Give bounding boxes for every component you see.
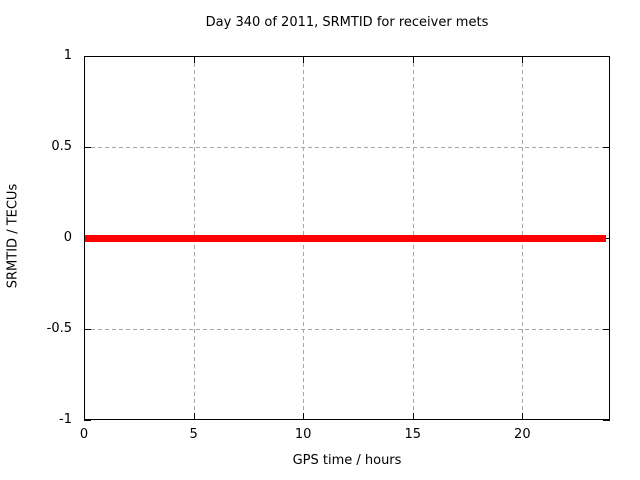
x-axis-label: GPS time / hours <box>292 453 402 468</box>
tick-mark-top <box>193 56 195 63</box>
tick-mark-top <box>303 56 305 63</box>
x-tick-label: 5 <box>189 427 198 442</box>
x-tick-label: 20 <box>514 427 531 442</box>
x-tick-label: 15 <box>404 427 422 442</box>
tick-mark-left <box>84 56 91 57</box>
tick-mark-right <box>603 238 610 239</box>
tick-mark-top <box>412 56 414 63</box>
tick-mark-left <box>84 420 91 421</box>
chart-title: Day 340 of 2011, SRMTID for receiver met… <box>205 15 489 30</box>
plot-area <box>84 56 610 421</box>
tick-mark-bottom <box>303 413 305 420</box>
tick-mark-top <box>522 56 524 63</box>
grid-line-horizontal <box>84 329 610 330</box>
tick-mark-bottom <box>84 413 85 420</box>
tick-mark-bottom <box>412 413 414 420</box>
y-tick-label: -0.5 <box>46 321 72 336</box>
tick-mark-right <box>603 329 610 330</box>
tick-mark-right <box>603 420 610 421</box>
grid-line-horizontal <box>84 147 610 148</box>
y-tick-label: -1 <box>59 412 72 427</box>
x-tick-label: 0 <box>79 427 89 442</box>
series-line-srmtid <box>84 234 606 242</box>
tick-mark-right <box>603 56 610 57</box>
y-tick-label: 1 <box>63 48 72 63</box>
x-tick-label: 10 <box>294 427 312 442</box>
y-tick-label: 0.5 <box>51 139 72 154</box>
tick-mark-bottom <box>193 413 195 420</box>
y-tick-label: 0 <box>63 230 72 245</box>
tick-mark-bottom <box>522 413 524 420</box>
tick-mark-right <box>603 147 610 148</box>
tick-mark-left <box>84 147 91 148</box>
tick-mark-left <box>84 329 91 330</box>
tick-mark-top <box>84 56 85 63</box>
